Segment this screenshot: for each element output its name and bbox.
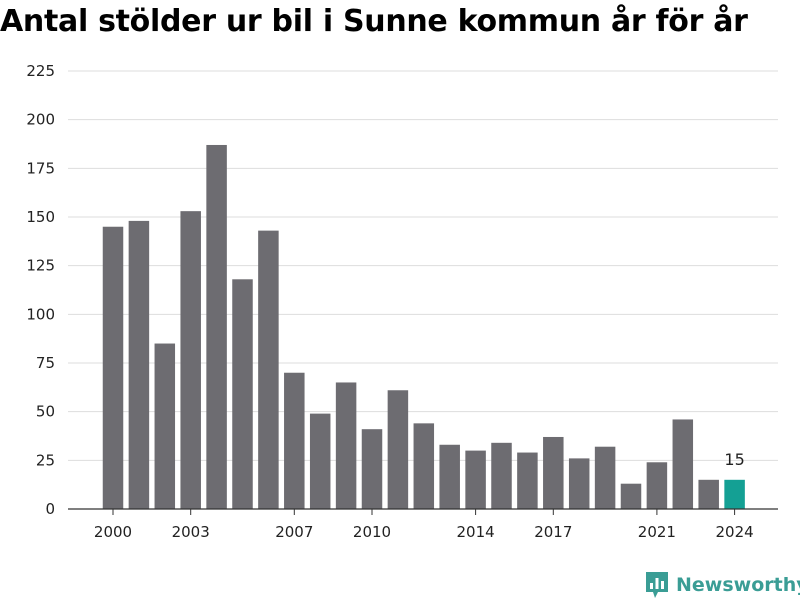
- x-axis: 2000 2003 2007 2010 2014 2017 2021 2024: [68, 508, 778, 541]
- y-tick-label: 175: [26, 159, 55, 177]
- bar-2020: [620, 483, 642, 509]
- newsworthy-logo-icon: [646, 572, 668, 598]
- bars: [102, 144, 745, 510]
- bar-2014: [465, 450, 486, 509]
- bar-2010: [361, 429, 383, 509]
- bar-2003: [180, 211, 201, 509]
- bar-2005: [232, 279, 253, 509]
- y-axis-ticks: 0 25 50 75 100 125 150 175 200 225: [26, 62, 55, 518]
- bar-2001: [128, 220, 150, 510]
- bar-2019: [594, 446, 616, 509]
- brand-name: Newsworthy: [676, 574, 800, 596]
- bar-2011: [387, 390, 409, 509]
- bar-2012: [413, 423, 435, 509]
- bar-2006: [258, 230, 279, 510]
- x-tick-label: 2007: [275, 523, 313, 541]
- y-tick-label: 0: [45, 500, 55, 518]
- bar-2013: [439, 444, 460, 509]
- y-tick-label: 100: [26, 305, 55, 323]
- bar-2015: [491, 442, 512, 509]
- x-tick-label: 2010: [353, 523, 391, 541]
- data-label: 15: [724, 450, 744, 469]
- data-labels: 15: [724, 450, 744, 469]
- bar-2024: [724, 479, 745, 509]
- bar-2009: [335, 382, 357, 509]
- x-tick-label: 2000: [94, 523, 132, 541]
- brand-logo: Newsworthy: [644, 570, 800, 600]
- y-tick-label: 125: [26, 257, 55, 275]
- bar-2016: [517, 452, 538, 509]
- bar-2004: [206, 144, 227, 509]
- bar-2002: [154, 343, 176, 509]
- chart-title: Antal stölder ur bil i Sunne kommun år f…: [0, 4, 748, 39]
- bar-2022: [672, 419, 694, 509]
- y-tick-label: 225: [26, 62, 55, 80]
- x-tick-label: 2021: [638, 523, 676, 541]
- bar-2018: [568, 458, 590, 509]
- y-tick-label: 25: [36, 451, 55, 469]
- y-tick-label: 50: [36, 403, 55, 421]
- x-tick-label: 2024: [716, 523, 754, 541]
- y-tick-label: 150: [26, 208, 55, 226]
- bar-2008: [309, 413, 331, 509]
- bar-2000: [102, 226, 124, 509]
- y-tick-label: 200: [26, 111, 55, 129]
- bar-2023: [698, 479, 719, 509]
- bar-2021: [646, 462, 668, 509]
- x-tick-label: 2003: [172, 523, 210, 541]
- bar-2017: [543, 436, 564, 509]
- y-tick-label: 75: [36, 354, 55, 372]
- x-tick-label: 2017: [534, 523, 572, 541]
- x-tick-label: 2014: [457, 523, 495, 541]
- bar-2007: [284, 372, 305, 509]
